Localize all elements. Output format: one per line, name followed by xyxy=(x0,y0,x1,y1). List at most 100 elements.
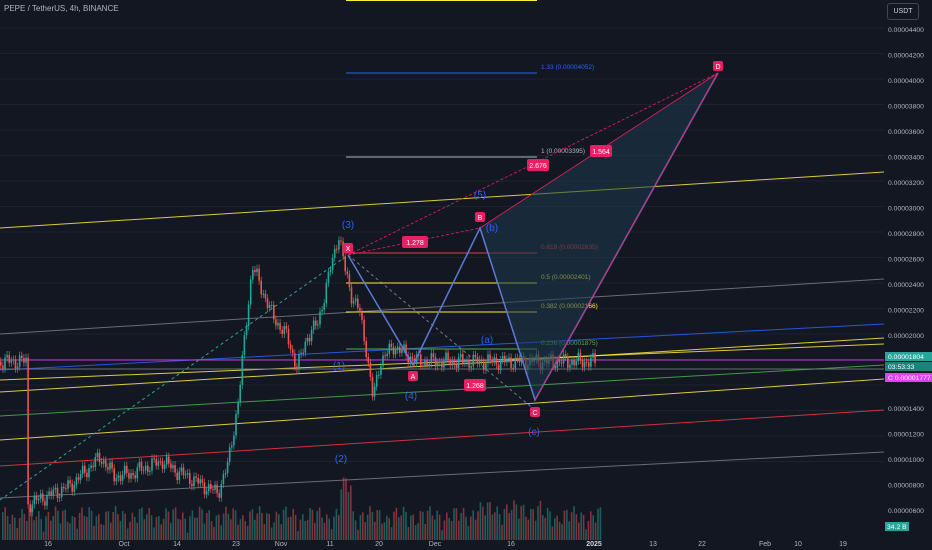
volume-bar xyxy=(388,517,390,540)
price-tick-label: 0.00001400 xyxy=(888,406,924,413)
time-axis[interactable]: 16 Oct 14 23 Nov 11 20 Dec 16 2025 13 22 Feb 10 19 xyxy=(44,541,847,548)
volume-bar xyxy=(369,506,371,540)
trendline xyxy=(0,364,885,417)
volume-bar xyxy=(316,511,318,540)
volume-bar xyxy=(222,513,225,540)
candle xyxy=(140,462,143,471)
volume-bar xyxy=(402,506,405,540)
candle xyxy=(48,491,50,495)
volume-bar xyxy=(182,512,184,540)
volume-bar xyxy=(393,511,395,540)
volume-bar xyxy=(117,514,119,540)
volume-bar xyxy=(568,521,570,540)
candle xyxy=(98,452,101,463)
pattern-point-tag xyxy=(530,407,540,417)
candle xyxy=(346,271,349,275)
trendline-dashed xyxy=(0,254,349,501)
volume-bar xyxy=(347,491,350,540)
candle xyxy=(100,462,103,464)
candle xyxy=(270,304,273,306)
countdown-label: 03:53:33 xyxy=(888,364,915,371)
candle xyxy=(172,465,174,469)
pattern-point-label: D xyxy=(715,64,720,71)
volume-bar xyxy=(508,513,510,540)
trendline xyxy=(0,323,885,371)
volume-bar xyxy=(251,509,254,540)
trendline-dashed xyxy=(347,254,536,411)
volume-bar xyxy=(93,525,95,540)
volume-bar xyxy=(86,516,88,540)
volume-bars xyxy=(2,477,602,540)
volume-bar xyxy=(515,504,518,540)
volume-bar xyxy=(35,516,38,540)
volume-bar xyxy=(165,508,167,540)
candle xyxy=(218,493,220,498)
time-tick-label: 11 xyxy=(326,541,333,548)
candle xyxy=(222,474,225,484)
price-tick-label: 0.00002000 xyxy=(888,333,924,340)
volume-bar xyxy=(532,509,534,540)
candle xyxy=(31,504,34,513)
candle xyxy=(86,472,88,478)
volume-bar xyxy=(26,520,28,540)
volume-bar xyxy=(16,527,18,540)
volume-bar xyxy=(206,512,208,540)
candle xyxy=(583,361,586,368)
candle xyxy=(564,354,567,357)
candle xyxy=(151,458,153,471)
candle xyxy=(180,467,183,472)
currency-button[interactable]: USDT xyxy=(887,3,919,20)
volume-bar xyxy=(578,522,580,540)
volume-bar xyxy=(102,524,105,540)
volume-bar xyxy=(18,518,21,540)
candle xyxy=(46,494,48,506)
volume-bar xyxy=(398,517,400,540)
volume-bar xyxy=(570,512,573,540)
volume-bar xyxy=(208,510,210,540)
candle xyxy=(382,355,384,367)
candle xyxy=(378,374,380,376)
candle xyxy=(428,363,430,366)
volume-bar xyxy=(376,510,378,540)
trendline xyxy=(0,409,885,467)
volume-bar xyxy=(230,519,232,540)
candle xyxy=(388,343,391,354)
candle xyxy=(210,483,212,489)
candle xyxy=(134,475,136,479)
volume-bar xyxy=(299,519,302,540)
candle xyxy=(92,465,94,468)
volume-bar xyxy=(539,500,542,540)
volume-bar xyxy=(585,529,587,540)
candle xyxy=(186,473,189,475)
volume-bar xyxy=(292,509,294,540)
volume-bar xyxy=(9,524,11,540)
candle xyxy=(365,340,367,357)
candle xyxy=(88,467,90,478)
candle xyxy=(579,352,582,361)
price-axis[interactable]: 0.00004400 0.00004200 0.00004000 0.00003800… xyxy=(884,0,932,550)
volume-bar xyxy=(575,514,578,540)
candle xyxy=(117,475,120,478)
candle xyxy=(348,274,351,288)
volume-bar xyxy=(352,511,354,540)
candle xyxy=(27,357,29,505)
candle xyxy=(18,355,21,367)
candle xyxy=(245,326,248,336)
candle xyxy=(434,357,437,367)
candle xyxy=(264,293,267,299)
volume-bar xyxy=(177,518,179,540)
volume-bar xyxy=(172,509,174,540)
volume-bar xyxy=(107,511,110,540)
candle xyxy=(327,272,330,283)
candle xyxy=(556,360,559,368)
candle xyxy=(329,270,332,273)
volume-bar xyxy=(438,514,441,540)
volume-bar xyxy=(134,516,136,540)
candle xyxy=(10,360,13,363)
candle xyxy=(361,312,363,320)
candle xyxy=(369,362,372,377)
volume-bar xyxy=(318,507,321,540)
volume-bar xyxy=(129,521,131,540)
volume-bar xyxy=(542,515,544,540)
